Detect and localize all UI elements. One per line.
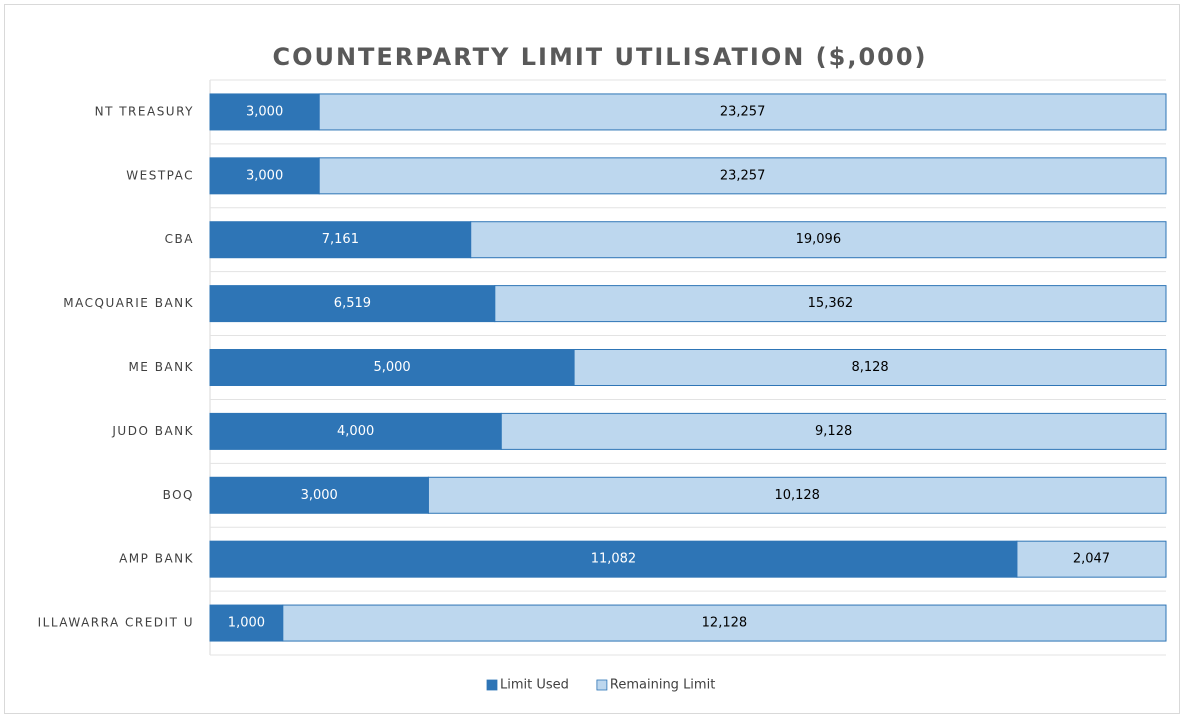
bar-segment bbox=[209, 604, 284, 642]
legend-label: Limit Used bbox=[500, 678, 569, 693]
bar-segment bbox=[1016, 540, 1167, 578]
bar-segment bbox=[209, 157, 320, 195]
legend-label: Remaining Limit bbox=[610, 678, 715, 693]
bar-segment bbox=[209, 221, 472, 259]
data-label: 23,257 bbox=[720, 168, 766, 183]
data-label: 10,128 bbox=[774, 488, 820, 503]
bar-segment bbox=[318, 93, 1167, 131]
data-label: 8,128 bbox=[851, 360, 888, 375]
bar-segment bbox=[209, 412, 502, 450]
bar-segment bbox=[427, 476, 1167, 514]
data-label: 6,519 bbox=[334, 296, 371, 311]
bar-segment bbox=[209, 349, 575, 386]
bar-segment bbox=[318, 157, 1167, 195]
data-label: 2,047 bbox=[1073, 552, 1110, 567]
bar-segment bbox=[573, 349, 1167, 386]
y-tick-label: MACQUARIE BANK bbox=[63, 296, 194, 310]
y-tick-label: WESTPAC bbox=[126, 168, 194, 182]
bar-segment bbox=[209, 540, 1018, 578]
chart-title: COUNTERPARTY LIMIT UTILISATION ($,000) bbox=[272, 43, 927, 71]
y-tick-label: ILLAWARRA CREDIT U bbox=[38, 616, 194, 630]
data-label: 7,161 bbox=[322, 232, 359, 247]
y-tick-label: CBA bbox=[165, 232, 194, 246]
data-label: 4,000 bbox=[337, 424, 374, 439]
y-tick-label: NT TREASURY bbox=[95, 104, 194, 118]
data-label: 1,000 bbox=[228, 616, 265, 631]
data-label: 19,096 bbox=[796, 232, 842, 247]
bar-segment bbox=[470, 221, 1167, 259]
data-label: 9,128 bbox=[815, 424, 852, 439]
legend-swatch bbox=[596, 679, 608, 691]
bar-segment bbox=[494, 285, 1167, 323]
y-tick-label: JUDO BANK bbox=[111, 424, 194, 438]
data-label: 5,000 bbox=[373, 360, 410, 375]
data-label: 11,082 bbox=[591, 552, 637, 567]
y-tick-label: BOQ bbox=[163, 488, 194, 502]
data-label: 3,000 bbox=[246, 104, 283, 119]
data-label: 23,257 bbox=[720, 104, 766, 119]
bar-segment bbox=[209, 93, 320, 131]
bar-segment bbox=[500, 412, 1167, 450]
data-label: 15,362 bbox=[808, 296, 854, 311]
legend-swatch bbox=[486, 679, 498, 691]
y-tick-label: ME BANK bbox=[128, 360, 194, 374]
data-label: 3,000 bbox=[301, 488, 338, 503]
bar-segment bbox=[282, 604, 1167, 642]
data-label: 3,000 bbox=[246, 168, 283, 183]
bar-segment bbox=[209, 476, 429, 514]
data-label: 12,128 bbox=[702, 616, 748, 631]
y-tick-label: AMP BANK bbox=[119, 552, 194, 566]
